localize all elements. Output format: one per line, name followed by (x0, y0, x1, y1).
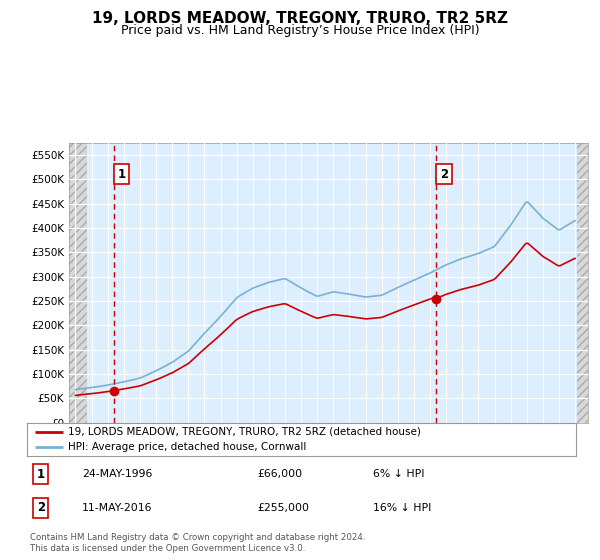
Text: 19, LORDS MEADOW, TREGONY, TRURO, TR2 5RZ (detached house): 19, LORDS MEADOW, TREGONY, TRURO, TR2 5R… (68, 427, 421, 437)
Text: 6% ↓ HPI: 6% ↓ HPI (373, 469, 424, 479)
Text: £66,000: £66,000 (257, 469, 303, 479)
Text: 1: 1 (37, 468, 45, 480)
Bar (69, 143, 87, 423)
Text: 16% ↓ HPI: 16% ↓ HPI (373, 503, 431, 513)
Text: Contains HM Land Registry data © Crown copyright and database right 2024.
This d: Contains HM Land Registry data © Crown c… (30, 533, 365, 553)
Text: 11-MAY-2016: 11-MAY-2016 (82, 503, 152, 513)
Text: 24-MAY-1996: 24-MAY-1996 (82, 469, 152, 479)
Bar (577, 143, 588, 423)
Text: 19, LORDS MEADOW, TREGONY, TRURO, TR2 5RZ: 19, LORDS MEADOW, TREGONY, TRURO, TR2 5R… (92, 11, 508, 26)
Text: 1: 1 (118, 168, 126, 181)
Text: 2: 2 (440, 168, 448, 181)
Text: Price paid vs. HM Land Registry’s House Price Index (HPI): Price paid vs. HM Land Registry’s House … (121, 24, 479, 37)
Text: HPI: Average price, detached house, Cornwall: HPI: Average price, detached house, Corn… (68, 442, 307, 452)
Text: 2: 2 (37, 501, 45, 514)
Text: £255,000: £255,000 (257, 503, 310, 513)
